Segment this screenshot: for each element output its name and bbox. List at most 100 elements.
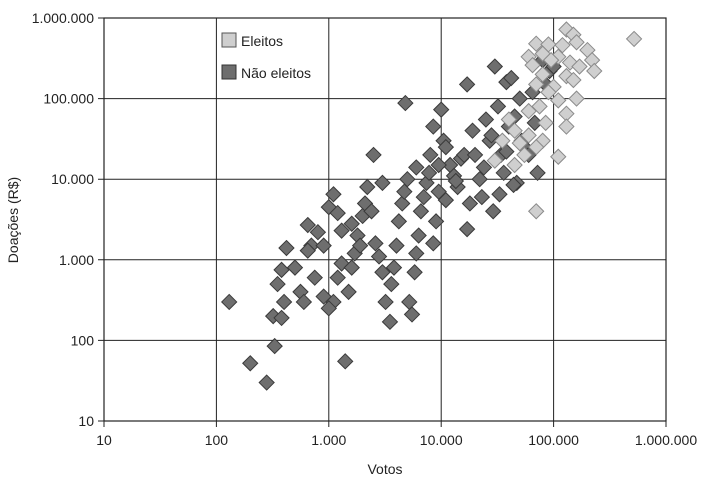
data-point <box>422 146 439 164</box>
data-point <box>534 66 551 83</box>
data-point <box>427 213 445 230</box>
legend-swatch-nao-eleitos <box>221 64 237 80</box>
x-tick-label: 1.000.000 <box>635 432 697 448</box>
data-point <box>527 76 545 93</box>
legend-label-nao-eleitos: Não eleitos <box>241 65 311 81</box>
y-tick-label: 100 <box>71 332 95 348</box>
data-point <box>329 204 346 222</box>
data-point <box>299 242 316 259</box>
data-point <box>516 146 533 164</box>
data-point <box>491 186 508 203</box>
x-tick-label: 100 <box>205 432 229 448</box>
data-point <box>273 309 290 327</box>
data-point <box>625 30 643 48</box>
data-point <box>537 114 554 132</box>
data-point <box>540 84 557 101</box>
data-point <box>511 90 528 107</box>
data-points <box>221 21 643 391</box>
data-point <box>221 293 238 311</box>
data-point <box>458 76 476 93</box>
data-point <box>554 36 571 54</box>
data-point <box>486 58 504 75</box>
data-point <box>432 101 450 118</box>
y-tick-label: 1.000 <box>59 252 94 268</box>
data-point <box>363 203 380 220</box>
plot-background <box>103 17 667 422</box>
data-point <box>383 275 400 293</box>
data-point <box>370 248 388 265</box>
data-point <box>430 156 447 174</box>
data-point <box>320 300 338 317</box>
data-point <box>437 191 455 209</box>
data-point <box>299 216 316 234</box>
data-point <box>458 220 476 238</box>
data-point <box>461 195 479 212</box>
data-point <box>266 337 283 355</box>
data-point <box>325 186 342 203</box>
data-point <box>475 159 493 176</box>
legend-swatch-eleitos <box>221 32 237 48</box>
data-point <box>520 127 537 144</box>
data-point <box>295 293 313 311</box>
data-point <box>337 353 354 370</box>
data-point <box>315 237 332 254</box>
x-tick-label: 10.000 <box>420 432 463 448</box>
data-point <box>558 118 575 135</box>
data-point <box>503 69 520 87</box>
y-tick-label: 1.000.000 <box>32 10 94 26</box>
x-tick-label: 1.000 <box>311 432 346 448</box>
axis-ticks: 10 100 1.000 10.000 100.000 1.000.000 10 100 1.0… <box>32 10 698 448</box>
data-point <box>412 203 430 220</box>
data-point <box>415 188 432 206</box>
data-point <box>275 293 293 311</box>
data-point <box>524 56 541 74</box>
data-point <box>351 237 369 254</box>
data-point <box>377 293 394 311</box>
data-point <box>471 170 488 188</box>
data-point <box>571 58 588 75</box>
data-point <box>381 313 399 331</box>
data-point <box>542 51 560 69</box>
data-point <box>455 146 473 164</box>
data-point <box>550 92 567 109</box>
data-point <box>586 62 603 80</box>
data-point <box>399 170 416 188</box>
y-tick-label: 10 <box>78 413 94 429</box>
data-point <box>500 111 518 128</box>
x-tick-label: 100.000 <box>528 432 579 448</box>
data-point <box>343 259 360 276</box>
data-point <box>278 239 295 257</box>
x-tick-label: 10 <box>96 432 112 448</box>
data-point <box>505 176 522 194</box>
data-point <box>506 122 523 139</box>
data-point <box>329 269 346 286</box>
data-point <box>527 35 545 52</box>
data-point <box>242 355 259 372</box>
data-point <box>408 159 425 176</box>
data-point <box>425 118 442 135</box>
data-point <box>529 164 546 182</box>
data-point <box>483 127 500 144</box>
data-point <box>494 132 511 149</box>
data-point <box>466 146 484 164</box>
data-point <box>309 223 327 241</box>
data-point <box>520 102 537 120</box>
series-nao-eleitos <box>221 51 562 391</box>
series-eleitos <box>486 21 643 220</box>
data-point <box>374 174 391 192</box>
data-point <box>568 90 585 107</box>
data-point <box>473 188 491 206</box>
data-point <box>527 203 545 220</box>
data-point <box>447 172 465 190</box>
data-point <box>396 183 413 200</box>
data-point <box>526 114 543 132</box>
y-axis-label: Doações (R$) <box>5 177 21 263</box>
data-point <box>550 148 567 165</box>
data-point <box>464 122 481 139</box>
data-point <box>286 259 304 276</box>
x-axis-label: Votos <box>367 461 402 477</box>
legend-label-eleitos: Eleitos <box>241 33 283 49</box>
data-point <box>394 195 411 212</box>
data-point <box>340 283 357 301</box>
